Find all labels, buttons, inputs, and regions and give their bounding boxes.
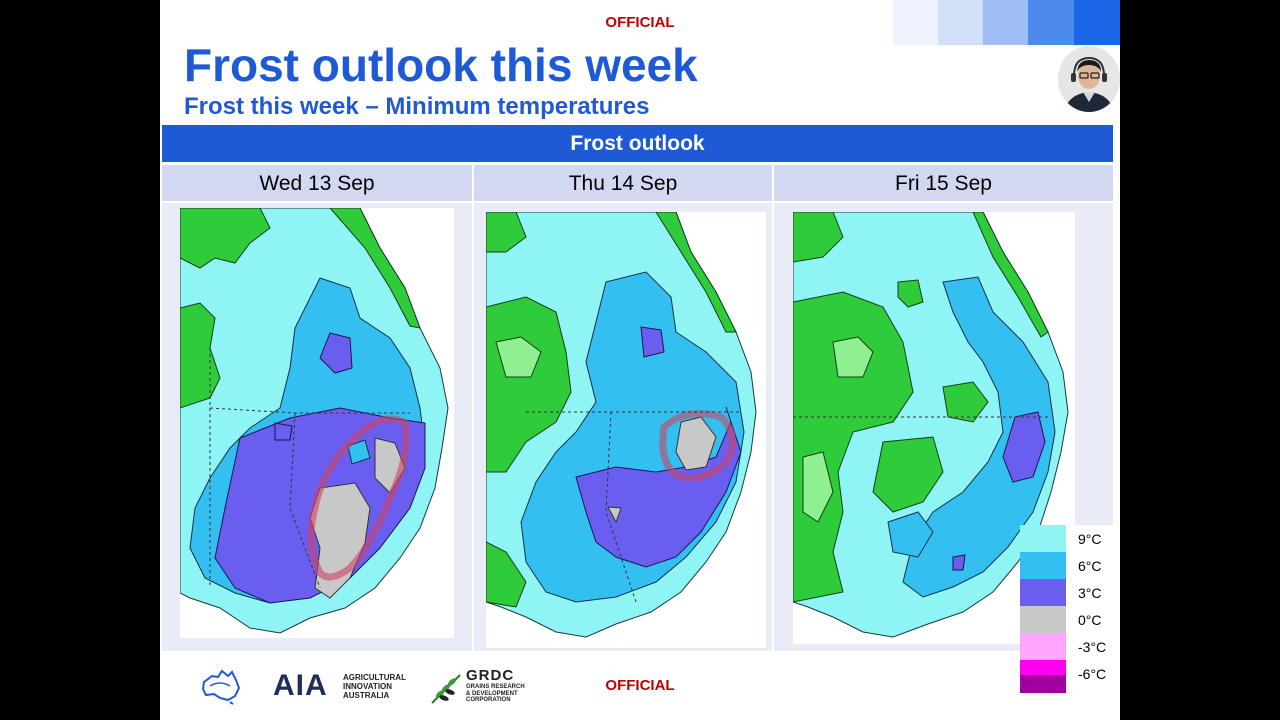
decor-square-5 bbox=[1074, 0, 1120, 45]
official-label-top: OFFICIAL bbox=[605, 14, 675, 31]
legend-swatch bbox=[1020, 606, 1066, 633]
official-label-bottom: OFFICIAL bbox=[605, 677, 675, 694]
grdc-mark: GRDC bbox=[466, 667, 515, 684]
frost-map-wed bbox=[180, 208, 454, 638]
page-title: Frost outlook this week bbox=[184, 39, 698, 91]
grdc-line-1: GRAINS RESEARCH bbox=[466, 684, 525, 690]
legend-label: -6°C bbox=[1078, 666, 1107, 682]
frost-outlook-banner: Frost outlook bbox=[162, 125, 1113, 162]
decor-square-3 bbox=[983, 0, 1028, 45]
frost-map-fri bbox=[793, 212, 1075, 644]
grdc-line-2: & DEVELOPMENT bbox=[466, 690, 518, 697]
grdc-logo: GRDC GRAINS RESEARCH & DEVELOPMENT CORPO… bbox=[430, 667, 530, 705]
slide: OFFICIAL Frost outlook this week Frost t… bbox=[160, 0, 1120, 720]
aia-mark: AIA bbox=[273, 669, 328, 702]
legend-swatch bbox=[1020, 552, 1066, 579]
legend-label: 0°C bbox=[1078, 612, 1102, 628]
frost-map-thu bbox=[486, 212, 766, 648]
temperature-legend: 9°C 6°C 3°C 0°C -3°C -6°C bbox=[1020, 525, 1115, 693]
page-subtitle: Frost this week – Minimum temperatures bbox=[184, 93, 650, 120]
presenter-avatar bbox=[1058, 46, 1120, 112]
decor-square-4 bbox=[1028, 0, 1074, 45]
aia-logo: AIA AGRICULTURAL INNOVATION AUSTRALIA bbox=[273, 669, 408, 703]
aia-line-2: INNOVATION bbox=[343, 682, 393, 691]
legend-swatch bbox=[1020, 525, 1066, 552]
grdc-line-3: CORPORATION bbox=[466, 697, 511, 703]
aia-line-3: AUSTRALIA bbox=[343, 691, 390, 700]
decor-square-2 bbox=[938, 0, 983, 45]
day-header-fri: Fri 15 Sep bbox=[774, 165, 1113, 201]
day-header-wed: Wed 13 Sep bbox=[162, 165, 472, 201]
legend-label: -3°C bbox=[1078, 639, 1107, 655]
legend-swatch bbox=[1020, 675, 1066, 693]
wheat-icon bbox=[431, 674, 461, 704]
legend-label: 3°C bbox=[1078, 585, 1102, 601]
legend-label: 6°C bbox=[1078, 558, 1102, 574]
legend-swatch bbox=[1020, 579, 1066, 606]
australia-map-icon bbox=[200, 668, 242, 706]
decor-square-1 bbox=[893, 0, 938, 45]
legend-label: 9°C bbox=[1078, 531, 1102, 547]
day-header-thu: Thu 14 Sep bbox=[474, 165, 772, 201]
legend-swatch bbox=[1020, 633, 1066, 660]
aia-line-1: AGRICULTURAL bbox=[343, 673, 406, 682]
